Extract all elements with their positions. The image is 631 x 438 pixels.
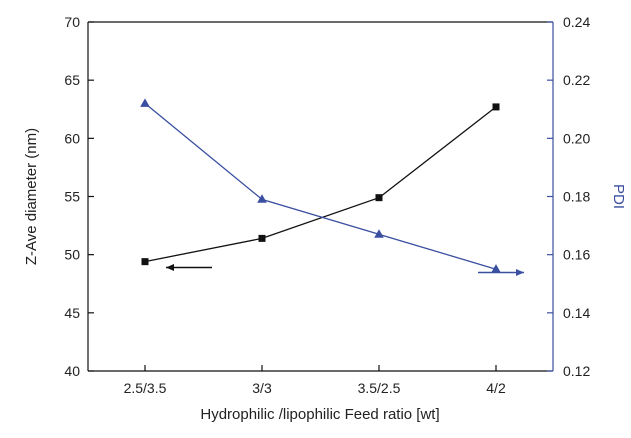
- data-point-square: [492, 103, 500, 111]
- data-point-triangle: [491, 264, 501, 273]
- left-y-tick-label: 60: [64, 130, 80, 146]
- x-ticks: 2.5/3.5 3/3 3.5/2.5 4/2: [124, 365, 506, 396]
- right-y-tick-label: 0.18: [563, 189, 590, 205]
- left-y-tick-label: 55: [64, 189, 80, 205]
- data-point-square: [141, 258, 149, 266]
- left-axis-arrow-head: [166, 264, 174, 271]
- left-y-tick-label: 40: [64, 363, 80, 379]
- right-y-tick-label: 0.20: [563, 130, 590, 146]
- plot-frame: [87, 21, 554, 372]
- data-point-square: [258, 234, 266, 242]
- x-axis-title: Hydrophilic /lipophilic Feed ratio [wt]: [200, 406, 439, 423]
- right-y-tick-label: 0.24: [563, 14, 590, 30]
- right-y-axis-title: PDI: [610, 184, 627, 209]
- right-y-tick-label: 0.12: [563, 363, 590, 379]
- right-y-ticks: 0.12 0.14 0.16 0.18 0.20 0.22 0.24: [547, 14, 590, 379]
- data-point-square: [375, 194, 383, 202]
- left-y-tick-label: 50: [64, 247, 80, 263]
- x-tick-label: 3.5/2.5: [358, 380, 401, 396]
- left-y-tick-label: 45: [64, 305, 80, 321]
- data-point-triangle: [140, 98, 150, 107]
- series-line-left: [144, 106, 497, 263]
- series-layer: [140, 98, 501, 273]
- left-y-tick-label: 70: [64, 14, 80, 30]
- left-y-ticks: 40 45 50 55 60 65 70: [64, 14, 94, 379]
- x-tick-label: 2.5/3.5: [124, 380, 167, 396]
- left-y-axis-title: Z-Ave diameter (nm): [23, 128, 40, 265]
- x-tick-label: 4/2: [486, 380, 506, 396]
- data-point-triangle: [374, 229, 384, 238]
- right-y-tick-label: 0.16: [563, 247, 590, 263]
- x-tick-label: 3/3: [252, 380, 272, 396]
- annotation-layer: [166, 264, 524, 276]
- right-axis-arrow-head: [516, 269, 524, 276]
- left-y-tick-label: 65: [64, 72, 80, 88]
- right-y-tick-label: 0.22: [563, 72, 590, 88]
- series-line-right: [144, 102, 497, 270]
- right-y-tick-label: 0.14: [563, 305, 590, 321]
- data-point-triangle: [257, 194, 267, 203]
